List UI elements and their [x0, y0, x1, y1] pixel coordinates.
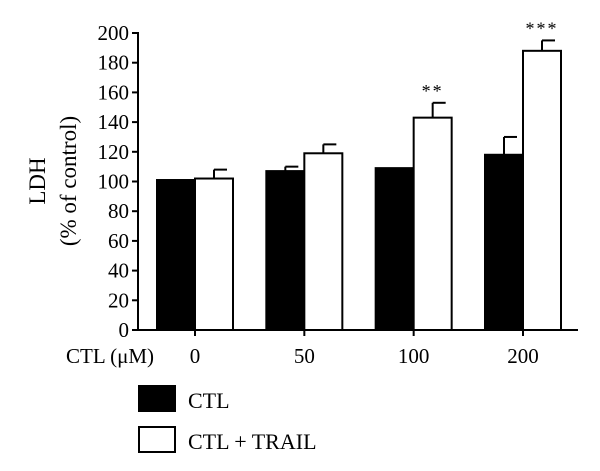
- y-tick-label: 80: [108, 199, 129, 223]
- legend: CTL CTL + TRAIL: [138, 385, 317, 454]
- x-tick-label: 0: [190, 344, 201, 368]
- y-tick-label: 100: [98, 170, 130, 194]
- bar-ctl-trail: [412, 116, 453, 331]
- bar-ctl-trail: [303, 152, 344, 331]
- x-tick-label: 200: [507, 344, 539, 368]
- y-tick-label: 40: [108, 259, 129, 283]
- legend-swatch-ctl: [138, 385, 176, 412]
- legend-label-ctl-trail: CTL + TRAIL: [188, 429, 317, 454]
- y-axis-title: LDH (% of control): [25, 116, 81, 246]
- x-axis: 0 50 100 200: [137, 329, 578, 368]
- x-tick-label: 100: [398, 344, 430, 368]
- y-tick-label: 200: [98, 21, 130, 45]
- significance-label: ***: [526, 18, 559, 38]
- significance-label: **: [422, 81, 444, 101]
- y-tick-label: 20: [108, 288, 129, 312]
- y-tick-label: 120: [98, 140, 130, 164]
- y-axis-title-line2: (% of control): [56, 116, 81, 246]
- y-axis-title-line1: LDH: [25, 157, 50, 204]
- bar-ctl: [484, 153, 524, 331]
- y-tick-label: 140: [98, 110, 130, 134]
- y-tick-label: 180: [98, 51, 130, 75]
- x-axis-title: CTL (μM): [66, 344, 154, 368]
- legend-swatch-ctl-trail: [138, 426, 176, 453]
- bar-ctl-trail: [522, 49, 562, 331]
- bar-ctl: [156, 179, 196, 331]
- bars: *****: [156, 18, 562, 331]
- y-tick-label: 0: [119, 318, 130, 342]
- y-axis: 0 20 40 60 80 100 120 140 160 180 200: [98, 21, 139, 342]
- y-tick-label: 160: [98, 80, 130, 104]
- bar-ctl-trail: [194, 177, 234, 331]
- legend-label-ctl: CTL: [188, 388, 230, 413]
- y-tick-label: 60: [108, 229, 129, 253]
- bar-ctl: [374, 167, 415, 331]
- x-tick-label: 50: [294, 344, 315, 368]
- bar-ctl: [265, 170, 306, 331]
